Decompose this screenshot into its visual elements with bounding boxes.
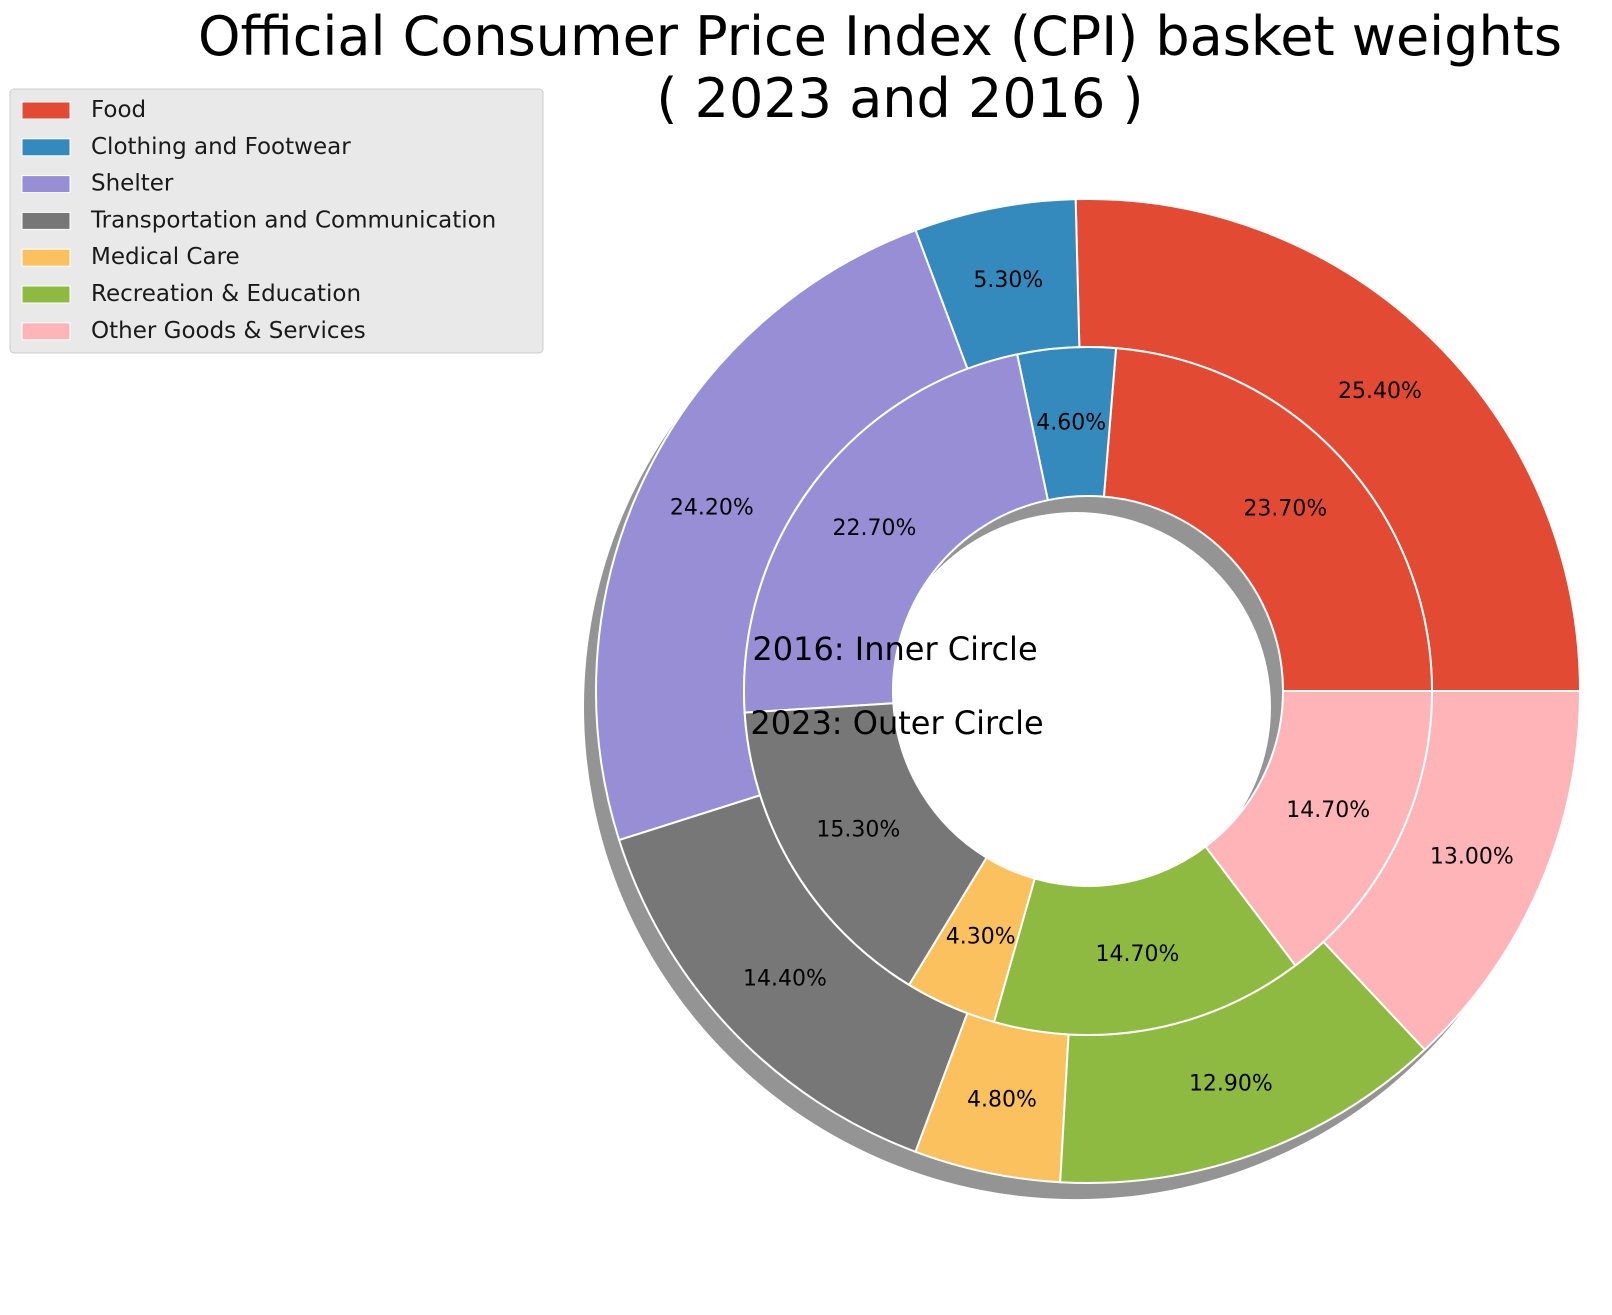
center-text-outer-circle: 2023: Outer Circle <box>750 704 1043 742</box>
legend: Food Clothing and Footwear Shelter Transpor… <box>9 88 544 354</box>
inner-slice-label-transportation-and-communication: 15.30% <box>816 817 900 842</box>
outer-slice-label-transportation-and-communication: 14.40% <box>743 967 827 992</box>
legend-items: Food Clothing and Footwear Shelter Transpor… <box>21 97 496 344</box>
outer-slice-label-recreation-education: 12.90% <box>1189 1072 1273 1097</box>
outer-slice-label-other-goods-services: 13.00% <box>1430 845 1514 870</box>
inner-ring-2016 <box>743 345 1433 1036</box>
inner-slice-other-goods-services <box>1204 690 1433 967</box>
legend-label-medical-care: Medical Care <box>91 244 240 270</box>
outer-slice-label-food: 25.40% <box>1338 379 1422 404</box>
legend-swatch-transportation-and-communication <box>21 211 71 230</box>
inner-slice-food <box>1102 347 1433 692</box>
inner-slice-label-food: 23.70% <box>1243 497 1327 522</box>
legend-swatch-shelter <box>21 175 71 194</box>
legend-label-recreation-education: Recreation & Education <box>91 281 361 307</box>
inner-slice-label-other-goods-services: 14.70% <box>1286 798 1370 823</box>
legend-label-other-goods-services: Other Goods & Services <box>91 318 366 344</box>
legend-swatch-medical-care <box>21 248 71 267</box>
outer-ring-2023 <box>595 198 1581 1184</box>
slice-labels: 25.40% 5.30% 24.20% 14.40% 4.80% 12.90% 13.00%… <box>670 268 1514 1113</box>
inner-slice-recreation-education <box>993 845 1297 1036</box>
outer-slice-label-clothing-and-footwear: 5.30% <box>973 268 1043 293</box>
legend-swatch-food <box>21 101 71 120</box>
inner-slice-label-shelter: 22.70% <box>832 516 916 541</box>
legend-label-shelter: Shelter <box>91 171 174 197</box>
inner-slice-label-recreation-education: 14.70% <box>1096 942 1180 967</box>
outer-slice-label-shelter: 24.20% <box>670 496 754 521</box>
center-text-inner-circle: 2016: Inner Circle <box>752 630 1037 668</box>
inner-slice-shelter <box>743 353 1049 714</box>
legend-box <box>9 88 544 354</box>
chart-title-line-2: ( 2023 and 2016 ) <box>656 67 1143 130</box>
legend-label-transportation-and-communication: Transportation and Communication <box>90 207 496 233</box>
legend-swatch-clothing-and-footwear <box>21 138 71 157</box>
inner-slice-label-medical-care: 4.30% <box>946 924 1016 949</box>
chart-title-line-1: Official Consumer Price Index (CPI) bask… <box>198 5 1562 68</box>
inner-slice-label-clothing-and-footwear: 4.60% <box>1036 411 1106 436</box>
legend-swatch-recreation-education <box>21 285 71 304</box>
legend-label-food: Food <box>91 97 146 123</box>
inner-slice-transportation-and-communication <box>743 702 988 986</box>
legend-label-clothing-and-footwear: Clothing and Footwear <box>91 134 351 160</box>
legend-swatch-other-goods-services <box>21 322 71 341</box>
outer-slice-label-medical-care: 4.80% <box>967 1088 1037 1113</box>
